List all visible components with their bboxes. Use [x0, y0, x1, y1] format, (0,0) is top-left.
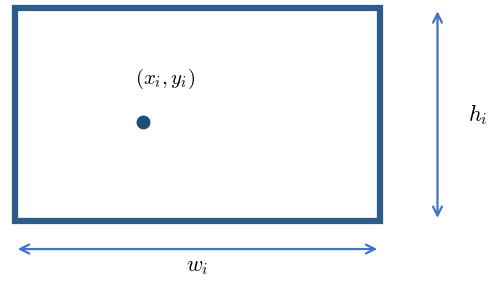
Text: $h_i$: $h_i$: [468, 102, 487, 127]
Text: $w_i$: $w_i$: [186, 257, 209, 277]
Text: $(x_i, y_i)$: $(x_i, y_i)$: [135, 67, 195, 91]
Bar: [15, 8, 380, 221]
